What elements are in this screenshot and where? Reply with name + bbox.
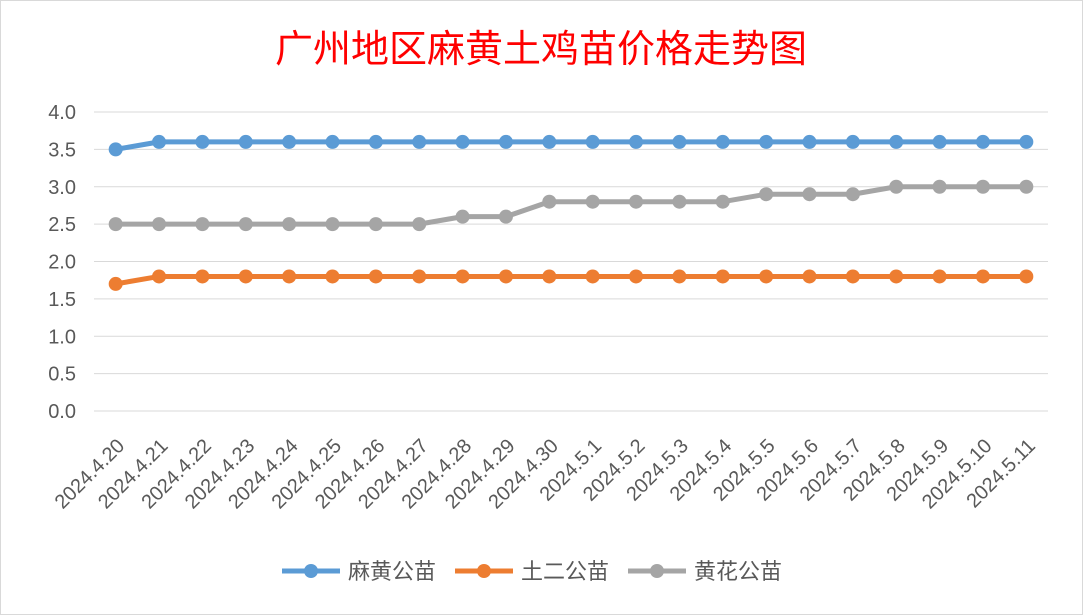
data-point	[238, 134, 253, 149]
data-point	[975, 179, 990, 194]
data-point	[195, 217, 210, 232]
series-line	[113, 184, 1029, 227]
legend-label: 麻黄公苗	[348, 560, 436, 585]
y-axis-ticks: 0.0 0.5 1.0 1.5 2.0 2.5 3.0 3.5 4.0	[48, 102, 76, 423]
data-point	[1019, 179, 1034, 194]
data-point	[195, 134, 210, 149]
data-point	[975, 134, 990, 149]
data-point	[715, 269, 730, 284]
data-point	[715, 134, 730, 149]
data-point	[195, 269, 210, 284]
data-point	[108, 276, 123, 291]
data-point	[629, 134, 644, 149]
data-point	[455, 269, 470, 284]
data-point	[1019, 269, 1034, 284]
data-point	[889, 269, 904, 284]
y-tick-label: 4.0	[48, 102, 76, 124]
grid-layer	[94, 111, 1048, 412]
data-point	[238, 217, 253, 232]
data-point	[542, 269, 557, 284]
data-point	[932, 269, 947, 284]
data-point	[715, 194, 730, 209]
series-layer	[108, 134, 1034, 291]
y-tick-label: 3.0	[48, 177, 76, 199]
y-tick-label: 2.5	[48, 214, 76, 236]
data-point	[932, 179, 947, 194]
data-point	[672, 194, 687, 209]
data-point	[498, 269, 513, 284]
data-point	[412, 134, 427, 149]
data-point	[542, 194, 557, 209]
data-point	[368, 269, 383, 284]
x-axis-ticks: 2024.4.202024.4.212024.4.222024.4.232024…	[51, 435, 1040, 513]
data-point	[845, 134, 860, 149]
data-point	[585, 134, 600, 149]
data-point	[759, 269, 774, 284]
legend: 麻黄公苗 土二公苗 黄花公苗	[282, 560, 782, 585]
data-point	[412, 217, 427, 232]
data-point	[368, 134, 383, 149]
legend-item: 麻黄公苗	[282, 560, 436, 585]
data-point	[325, 134, 340, 149]
data-point	[759, 187, 774, 202]
data-point	[889, 179, 904, 194]
data-point	[975, 269, 990, 284]
data-point	[889, 134, 904, 149]
data-point	[629, 269, 644, 284]
data-point	[108, 217, 123, 232]
legend-marker	[650, 564, 664, 578]
data-point	[325, 217, 340, 232]
legend-item: 黄花公苗	[628, 560, 782, 585]
y-tick-label: 1.0	[48, 326, 76, 348]
legend-marker	[304, 564, 318, 578]
data-point	[152, 217, 167, 232]
data-point	[845, 187, 860, 202]
y-tick-label: 3.5	[48, 139, 76, 161]
data-point	[455, 134, 470, 149]
data-point	[325, 269, 340, 284]
legend-label: 黄花公苗	[694, 560, 782, 585]
data-point	[152, 269, 167, 284]
data-point	[585, 194, 600, 209]
data-point	[672, 134, 687, 149]
data-point	[802, 134, 817, 149]
data-point	[585, 269, 600, 284]
data-point	[498, 209, 513, 224]
data-point	[282, 134, 297, 149]
data-point	[845, 269, 860, 284]
legend-item: 土二公苗	[455, 560, 609, 585]
data-point	[282, 217, 297, 232]
series-1	[108, 134, 1034, 157]
data-point	[802, 187, 817, 202]
y-tick-label: 2.0	[48, 252, 76, 274]
data-point	[802, 269, 817, 284]
data-point	[455, 209, 470, 224]
y-tick-label: 0.0	[48, 401, 76, 423]
data-point	[368, 217, 383, 232]
legend-marker	[477, 564, 491, 578]
chart-title: 广州地区麻黄土鸡苗价格走势图	[275, 27, 807, 71]
data-point	[108, 142, 123, 157]
data-point	[238, 269, 253, 284]
data-point	[759, 134, 774, 149]
data-point	[672, 269, 687, 284]
data-point	[152, 134, 167, 149]
data-point	[629, 194, 644, 209]
series-line	[113, 273, 1029, 287]
series-line	[113, 139, 1029, 152]
data-point	[412, 269, 427, 284]
series-2	[108, 269, 1034, 291]
data-point	[498, 134, 513, 149]
series-3	[108, 179, 1034, 232]
legend-label: 土二公苗	[521, 560, 609, 585]
data-point	[542, 134, 557, 149]
y-tick-label: 1.5	[48, 289, 76, 311]
data-point	[282, 269, 297, 284]
data-point	[1019, 134, 1034, 149]
data-point	[932, 134, 947, 149]
y-tick-label: 0.5	[48, 364, 76, 386]
